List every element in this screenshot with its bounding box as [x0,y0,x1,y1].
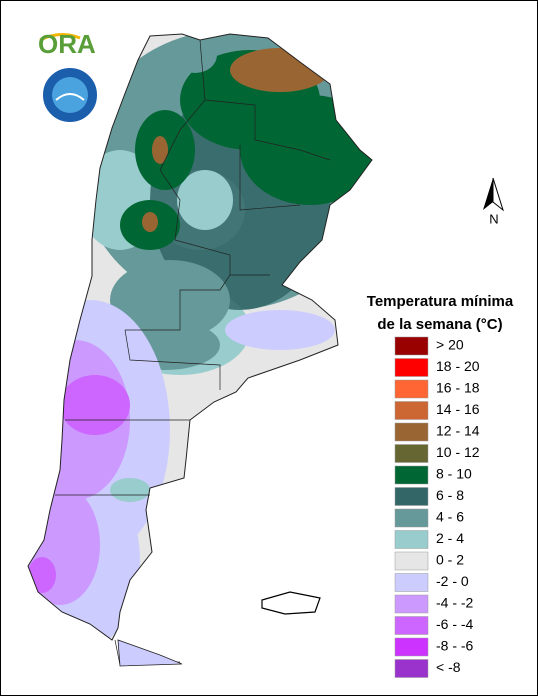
legend-swatch [394,659,429,678]
legend-label: 2 - 4 [436,530,464,546]
legend-swatch [394,422,429,442]
legend-swatch [394,487,429,506]
legend-label: > 20 [436,337,464,353]
province-borders [55,39,331,666]
legend-label: 14 - 16 [436,401,480,417]
legend-swatch [394,530,429,549]
legend-label: 12 - 14 [436,423,480,439]
legend-swatch [394,508,429,528]
legend-label: 6 - 8 [436,487,464,503]
country-outline [27,33,373,641]
legend-label: -8 - -6 [436,638,474,654]
legend-swatch [394,573,429,592]
north-label: N [489,211,498,226]
legend-swatch [394,594,429,614]
legend-label: 0 - 2 [436,552,464,568]
logo-text: ORA [38,29,96,59]
legend-title: de la semana (°C) [377,316,502,333]
legend-swatch [394,465,429,485]
legend: Temperatura mínima de la semana (°C) > 2… [367,293,514,678]
legend-title: Temperatura mínima [367,293,514,310]
legend-swatch [394,637,429,657]
legend-swatch [394,551,429,571]
legend-swatch [394,379,429,399]
malvinas-islands [261,591,321,615]
logo-swoosh [39,33,81,42]
legend-swatch [394,444,429,463]
legend-label: -2 - 0 [436,573,469,589]
legend-label: 18 - 20 [436,358,480,374]
legend-label: -4 - -2 [436,595,474,611]
legend-swatch [394,336,429,356]
legend-label: 16 - 18 [436,380,480,396]
seal [41,66,99,124]
legend-label: 10 - 12 [436,444,480,460]
logo: ORA [38,29,96,59]
legend-swatch [394,401,429,420]
tierra-del-fuego [117,639,183,667]
legend-label: 8 - 10 [436,466,472,482]
legend-swatch [394,358,429,377]
north-arrow: N [483,177,504,226]
legend-swatch [394,616,429,635]
legend-label: < -8 [436,659,461,675]
legend-label: -6 - -4 [436,616,474,632]
legend-label: 4 - 6 [436,509,464,525]
